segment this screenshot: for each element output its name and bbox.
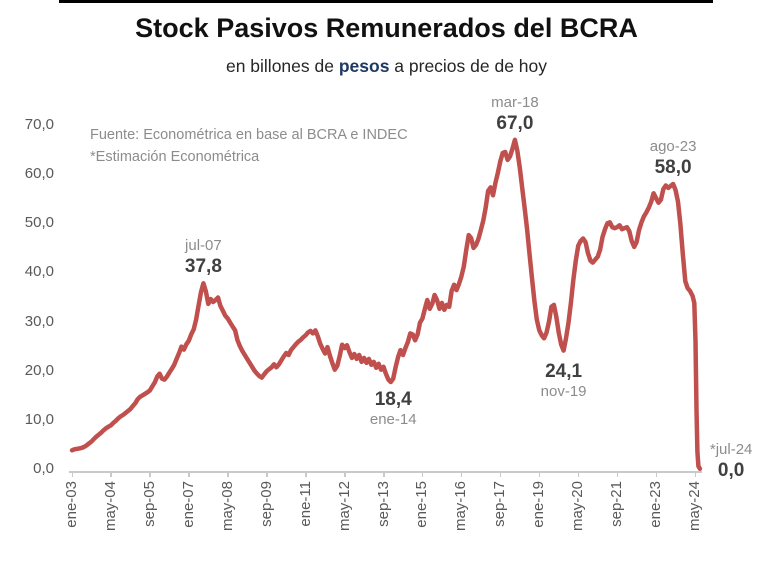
x-axis-tick-ene-15 [421,471,424,477]
annotation-date-label: ago-23 [649,137,697,155]
annotation-value-label: 24,1 [545,360,583,382]
x-axis-line [69,471,702,473]
y-axis-label-70: 70,0 [24,116,54,134]
annotation-nov-19: 24,1 nov-19 [541,360,587,401]
x-axis-tick-sep-13 [383,471,385,477]
chart-title: Stock Pasivos Remunerados del BCRA [135,13,638,43]
y-axis-label-30: 30,0 [24,312,54,330]
annotation-ene-14: 18,4 ene-14 [370,388,417,429]
annotation-date-label: jul-07 [185,237,222,255]
x-axis-tick-may-12 [344,471,346,477]
x-axis-tick-sep-17 [499,471,502,477]
annotation-date-label: mar-18 [491,93,539,111]
x-axis-tick-ene-03 [71,471,73,477]
source-note: Fuente: Econométrica en base al BCRA e I… [90,124,408,169]
subtitle-accent-pesos: pesos [338,56,390,76]
source-line-1: Fuente: Econométrica en base al BCRA e I… [90,127,408,143]
annotation-date-label: nov-19 [540,382,587,400]
x-axis-tick-may-08 [227,471,229,477]
x-axis-tick-ene-19 [538,471,541,477]
x-axis-tick-may-16 [460,471,463,477]
x-axis-tick-ene-11 [305,471,307,477]
x-axis-tick-sep-09 [266,471,268,477]
y-axis-label-40: 40,0 [24,263,54,281]
x-axis-tick-may-24 [694,471,696,477]
x-axis-tick-ene-07 [188,471,190,477]
annotation-date-label: *jul-24 [709,441,753,458]
y-axis-label-50: 50,0 [24,214,54,232]
source-line-2: *Estimación Econométrica [90,149,260,166]
annotation-mar-18: mar-18 67,0 [491,94,539,135]
annotation-ago-23: ago-23 58,0 [650,138,697,179]
y-axis-label-20: 20,0 [24,361,54,379]
top-rule-divider [59,0,713,3]
chart-subtitle: en billones de pesos a precios de de hoy [0,56,773,77]
x-axis-tick-sep-05 [149,471,151,477]
annotation-value-label: 18,4 [374,388,412,410]
subtitle-prefix: en billones de [225,56,339,76]
x-axis-tick-may-04 [110,471,112,477]
annotation-value-label: 67,0 [496,112,534,134]
y-axis-label-0: 0,0 [33,460,54,477]
annotation-jul-24: *jul-24 0,0 [710,441,753,482]
series-pasivos-remunerados [69,137,703,472]
annotation-value-label: 37,8 [184,256,222,278]
annotation-jul-07: jul-07 37,8 [185,237,222,278]
subtitle-suffix: a precios de de hoy [389,56,548,76]
annotation-date-label: ene-14 [369,410,417,428]
y-axis-label-10: 10,0 [24,410,54,428]
annotation-value-label: 0,0 [717,460,745,481]
x-axis-tick-ene-23 [655,471,658,477]
annotation-value-label: 58,0 [654,156,692,178]
y-axis-label-60: 60,0 [24,165,54,183]
x-axis-tick-sep-21 [616,471,619,477]
x-axis-tick-may-20 [577,471,580,477]
